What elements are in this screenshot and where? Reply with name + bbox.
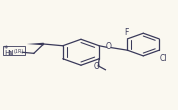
Polygon shape <box>27 43 44 45</box>
FancyBboxPatch shape <box>3 46 25 55</box>
Text: N: N <box>7 50 12 56</box>
Text: O: O <box>106 42 112 51</box>
Text: O: O <box>93 62 99 71</box>
Text: (1R): (1R) <box>13 49 24 54</box>
Text: H: H <box>4 50 10 56</box>
Text: Cl: Cl <box>160 54 167 62</box>
Text: 2: 2 <box>9 51 12 56</box>
Text: F: F <box>124 28 128 37</box>
Text: *: * <box>4 45 8 54</box>
